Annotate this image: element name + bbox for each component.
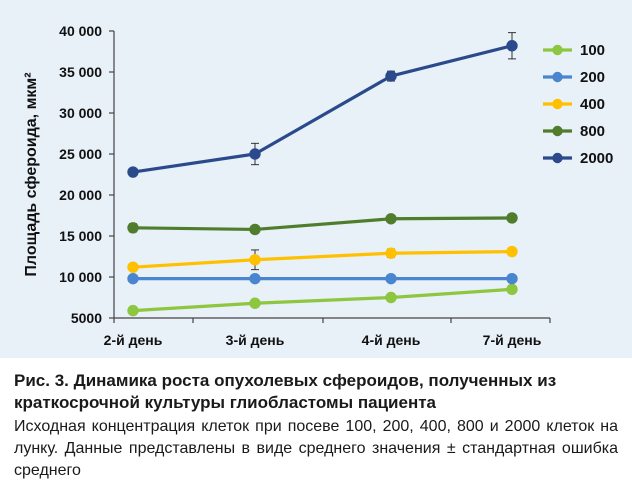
legend-label-2000: 2000 [580,150,613,167]
y-tick-label: 35 000 [59,64,102,80]
legend-marker-100 [552,44,563,56]
legend-marker-2000 [552,152,563,164]
x-tick-label: 7-й день [483,332,542,348]
chart-panel [0,0,632,358]
data-point-400 [385,247,397,259]
legend-marker-800 [552,125,563,137]
caption-title: Рис. 3. Динамика роста опухолевых сферои… [14,371,557,412]
data-point-100 [385,291,397,304]
y-tick-label: 30 000 [59,105,102,121]
y-tick-label: 15 000 [59,228,102,244]
legend-marker-200 [552,71,563,83]
y-tick-label: 20 000 [59,187,102,203]
data-point-200 [249,272,261,285]
data-point-800 [249,223,261,236]
data-point-100 [506,283,518,295]
data-point-200 [127,272,139,285]
y-tick-label: 25 000 [59,146,102,162]
y-axis-title: Площадь сфероида, мкм² [23,72,40,276]
series-line-800 [132,216,513,232]
y-tick-label: 10 000 [59,269,102,285]
series-line-2000 [132,44,513,174]
y-tick-label: 5000 [71,310,102,326]
data-point-400 [249,254,261,266]
legend-label-400: 400 [580,96,605,113]
legend-label-100: 100 [580,42,605,59]
data-point-400 [506,245,518,258]
data-point-2000 [127,166,139,178]
data-point-100 [249,297,261,309]
data-point-2000 [506,40,518,52]
data-point-100 [127,304,139,317]
data-point-800 [506,212,518,224]
data-point-800 [127,222,139,234]
data-point-200 [385,272,397,285]
x-tick-label: 3-й день [226,332,285,348]
x-tick-label: 2-й день [104,332,163,348]
chart: 5000 10 000 15 000 20 000 25 000 30 000 35 000… [23,23,613,348]
legend-label-200: 200 [580,69,605,86]
data-point-2000 [385,70,397,82]
legend-marker-400 [552,98,563,110]
data-point-400 [127,261,139,273]
data-point-2000 [249,148,261,160]
x-tick-label: 4-й день [362,332,421,348]
figure-caption: Рис. 3. Динамика роста опухолевых сферои… [14,370,618,482]
series-line-100 [132,287,513,313]
caption-text: Исходная концентрация клеток при посеве … [14,418,618,479]
y-tick-label: 40 000 [59,23,102,39]
data-point-200 [506,272,518,285]
series-line-400 [132,249,513,269]
data-point-800 [385,213,397,225]
legend-label-800: 800 [580,123,605,140]
